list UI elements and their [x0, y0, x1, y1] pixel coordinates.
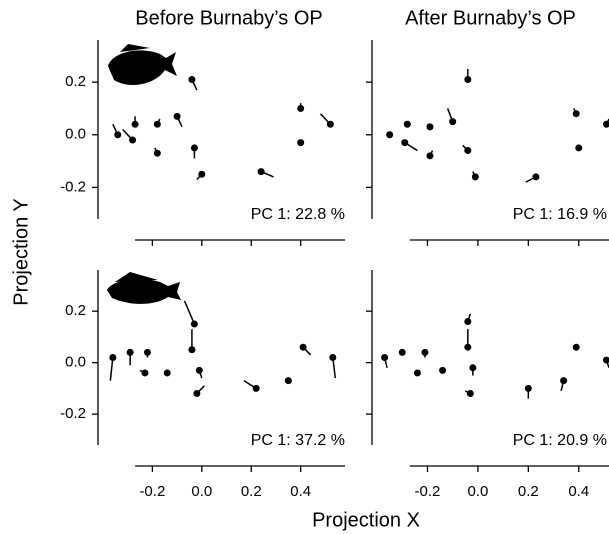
- point: [466, 390, 474, 398]
- point: [129, 136, 137, 144]
- point: [449, 118, 457, 126]
- y-tick-label: 0.2: [65, 302, 86, 319]
- point: [198, 170, 206, 178]
- x-tick-label: 0.0: [467, 483, 488, 500]
- point: [602, 356, 609, 364]
- pc-annotation: PC 1: 37.2 %: [251, 432, 345, 449]
- panel-title: Before Burnaby’s OP: [135, 7, 323, 29]
- x-tick-label: 0.4: [290, 483, 311, 500]
- vector: [183, 300, 196, 325]
- fish-icon: [107, 272, 181, 304]
- vector: [109, 357, 114, 381]
- point: [413, 369, 421, 377]
- point: [297, 139, 305, 147]
- point: [426, 123, 434, 131]
- point: [464, 147, 472, 155]
- point: [469, 364, 477, 372]
- y-tick-label: -0.2: [60, 405, 86, 422]
- point: [109, 354, 117, 361]
- point: [471, 173, 479, 181]
- point: [190, 320, 198, 328]
- point: [284, 377, 292, 385]
- point: [398, 348, 406, 356]
- point: [299, 343, 307, 351]
- point: [188, 75, 196, 83]
- point: [403, 120, 411, 128]
- point: [114, 131, 122, 139]
- point: [153, 120, 161, 128]
- point: [386, 131, 394, 139]
- point: [329, 354, 337, 361]
- pc-annotation: PC 1: 22.8 %: [251, 206, 345, 223]
- point: [426, 152, 434, 160]
- x-tick-label: 0.0: [191, 483, 212, 500]
- x-tick-label: -0.2: [415, 483, 441, 500]
- pc-annotation: PC 1: 16.9 %: [513, 206, 607, 223]
- x-tick-label: 0.4: [568, 483, 589, 500]
- point: [188, 346, 196, 354]
- point: [464, 75, 472, 83]
- point: [575, 144, 583, 152]
- point: [141, 369, 149, 377]
- point: [257, 168, 265, 176]
- point: [602, 120, 609, 128]
- x-tick-label: -0.2: [139, 483, 165, 500]
- pc-annotation: PC 1: 20.9 %: [513, 432, 607, 449]
- y-tick-label: -0.2: [60, 178, 86, 195]
- point: [297, 104, 305, 112]
- x-tick-label: 0.2: [241, 483, 262, 500]
- point: [190, 144, 198, 152]
- point: [193, 390, 201, 398]
- y-tick-label: 0.0: [65, 354, 86, 371]
- point: [381, 354, 389, 361]
- point: [143, 348, 151, 356]
- point: [532, 173, 540, 181]
- y-tick-label: 0.0: [65, 126, 86, 143]
- y-axis-label: Projection Y: [10, 198, 32, 305]
- point: [572, 343, 580, 351]
- point: [572, 110, 580, 118]
- point: [195, 366, 203, 374]
- point: [326, 120, 334, 128]
- point: [173, 112, 181, 120]
- point: [163, 369, 171, 377]
- point: [464, 317, 472, 325]
- point: [252, 384, 260, 392]
- point: [524, 384, 532, 392]
- point: [401, 139, 409, 147]
- y-tick-label: 0.2: [65, 73, 86, 90]
- fish-icon: [108, 44, 177, 85]
- point: [560, 377, 568, 385]
- point: [421, 348, 429, 356]
- point: [439, 366, 447, 374]
- point: [131, 120, 139, 128]
- point: [153, 149, 161, 157]
- x-axis-label: Projection X: [312, 509, 420, 531]
- point: [126, 348, 134, 356]
- point: [464, 343, 472, 351]
- x-tick-label: 0.2: [518, 483, 539, 500]
- panel-title: After Burnaby’s OP: [405, 7, 576, 29]
